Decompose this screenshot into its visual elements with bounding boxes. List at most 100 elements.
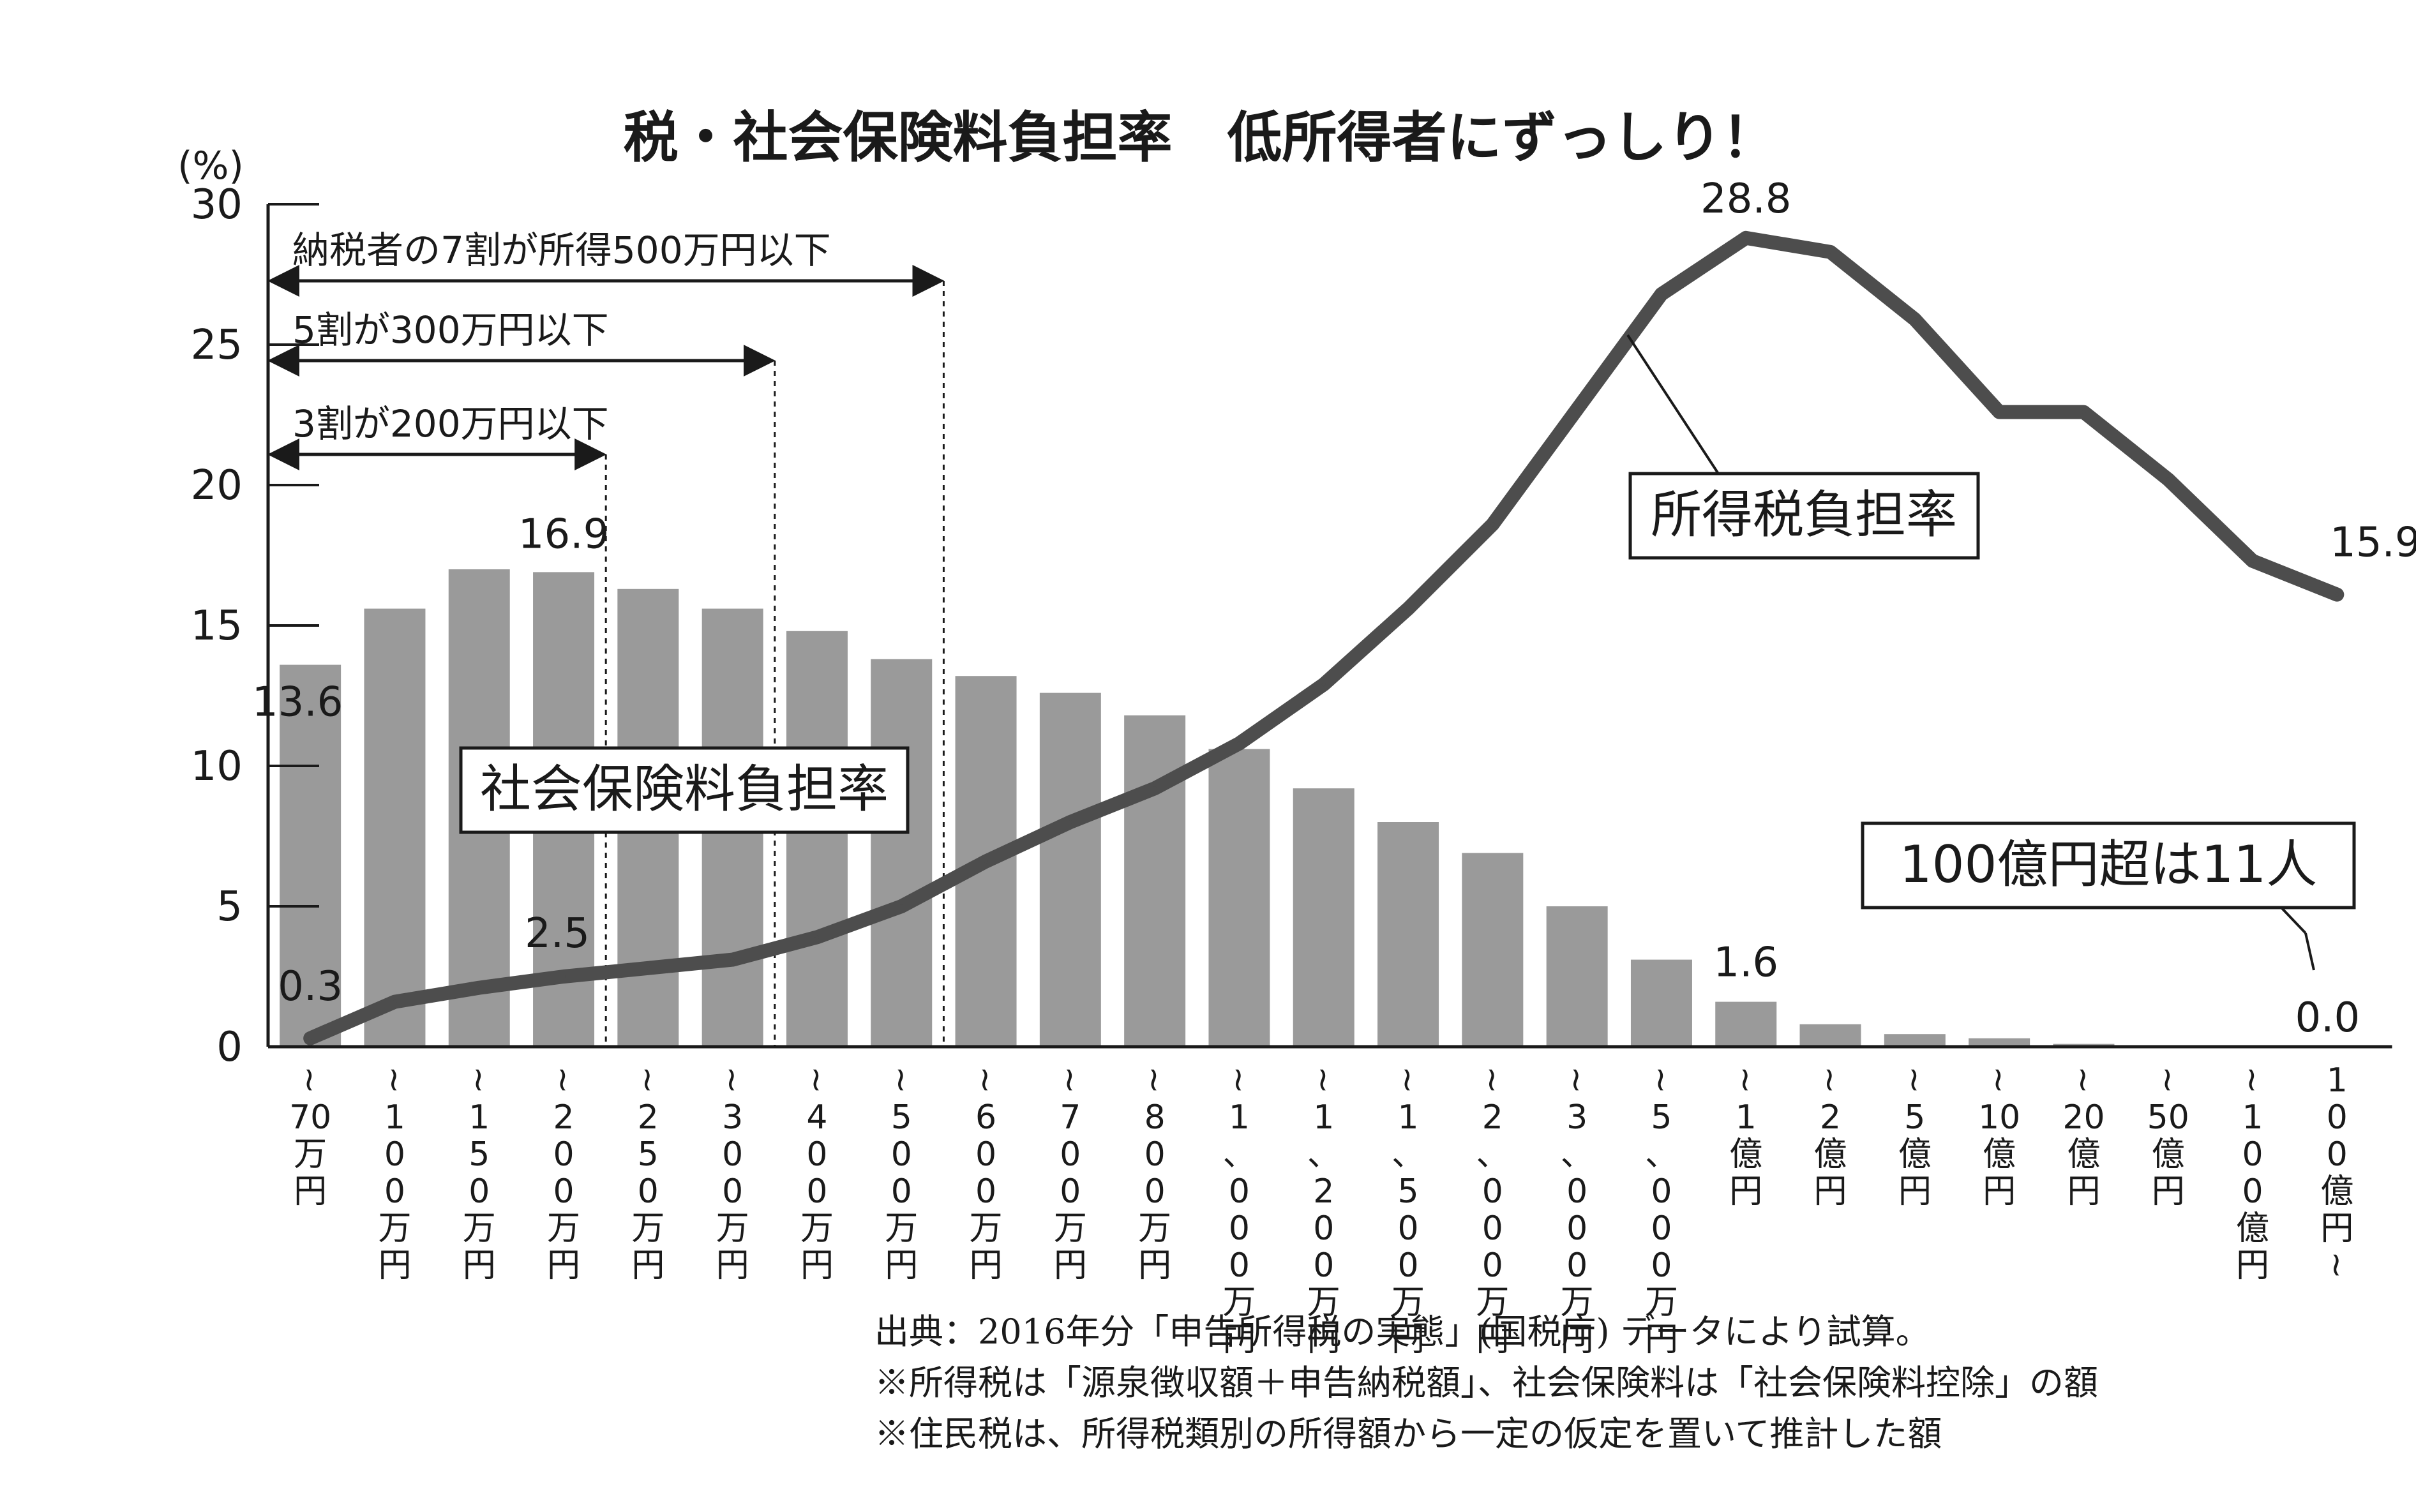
data-label: 16.9 — [518, 511, 610, 558]
data-label: 13.6 — [252, 679, 343, 726]
x-tick-char: 万 — [294, 1135, 327, 1174]
line-point — [1153, 786, 1157, 791]
bar-10 — [1124, 715, 1186, 1047]
x-tick-char: 円 — [1392, 1321, 1425, 1359]
x-tick-char: 万 — [800, 1209, 834, 1248]
line-series-income-tax — [303, 230, 2345, 1045]
x-tick-char: 万 — [463, 1209, 496, 1248]
x-tick-char: 3 — [1566, 1098, 1587, 1137]
x-tick-char: 1 — [469, 1098, 490, 1137]
x-tick-char: 50 — [2147, 1098, 2189, 1137]
callout-income-tax: 所得税負担率 — [1626, 334, 1980, 560]
x-tick-label: ~200万円 — [544, 1066, 582, 1285]
line-point — [393, 999, 397, 1004]
bar-19 — [1884, 1034, 1946, 1047]
x-tick-char: 0 — [553, 1135, 574, 1174]
x-tick-label: 100億円~ — [2317, 1061, 2355, 1279]
x-tick-char: ~ — [2233, 1066, 2271, 1094]
x-tick-char: 5 — [638, 1135, 659, 1174]
data-label: 2.5 — [525, 910, 590, 957]
x-tick-char: 3 — [722, 1098, 743, 1137]
bar-14 — [1462, 853, 1524, 1047]
x-tick-char: 2 — [1482, 1098, 1503, 1137]
bar-1 — [364, 608, 426, 1047]
x-tick-char: 1 — [2242, 1098, 2263, 1137]
x-tick-char: 0 — [1398, 1246, 1419, 1285]
x-tick-char: 0 — [1482, 1209, 1503, 1248]
x-tick-labels: ~70万円~100万円~150万円~200万円~250万円~300万円~400万… — [289, 1061, 2355, 1359]
x-tick-char: 1 — [1736, 1098, 1757, 1137]
x-tick-char: ~ — [1473, 1066, 1511, 1094]
x-tick-char: 億 — [1983, 1135, 2016, 1174]
x-tick-label: ~100億円 — [2233, 1066, 2271, 1285]
x-tick-char: 1 — [1229, 1098, 1250, 1137]
x-tick-char: 万 — [378, 1209, 411, 1248]
x-tick-char: 円 — [800, 1246, 834, 1285]
x-tick-char: 0 — [891, 1172, 912, 1211]
x-tick-char: 万 — [1561, 1284, 1594, 1322]
x-tick-char: 1 — [384, 1098, 405, 1137]
bar-9 — [1039, 692, 1101, 1047]
x-tick-char: 4 — [806, 1098, 827, 1137]
x-tick-char: 0 — [1313, 1246, 1334, 1285]
x-tick-char: 円 — [716, 1246, 749, 1285]
x-tick-char: 億 — [2236, 1209, 2269, 1248]
x-tick-char: 、 — [1476, 1135, 1509, 1174]
callout-top-bracket: 100億円超は11人 — [1861, 821, 2356, 971]
x-tick-char: 5 — [1904, 1098, 1925, 1137]
x-tick-char: 1 — [2327, 1061, 2348, 1100]
line-point — [308, 1036, 313, 1040]
line-point — [646, 966, 650, 970]
line-point — [984, 859, 988, 864]
line-point — [1237, 741, 1242, 745]
y-tick-label: 15 — [191, 603, 243, 650]
x-tick-char: 2 — [1313, 1172, 1334, 1211]
line-point — [1997, 410, 2002, 414]
bar-18 — [1799, 1024, 1861, 1047]
x-tick-char: 円 — [631, 1246, 664, 1285]
x-tick-label: ~2億円 — [1811, 1066, 1849, 1211]
x-tick-char: ~ — [2317, 1251, 2355, 1279]
bar-6 — [786, 631, 848, 1047]
x-tick-char: 円 — [1222, 1321, 1256, 1359]
x-tick-char: 0 — [975, 1172, 996, 1211]
bar-16 — [1630, 959, 1692, 1047]
x-tick-char: ~ — [290, 1066, 329, 1094]
x-tick-char: 円 — [1054, 1246, 1087, 1285]
x-tick-char: 円 — [2236, 1246, 2269, 1285]
source-notes: 出典：2016年分「申告所得税の実態」(国税庁) データにより試算。 ※所得税は… — [874, 1312, 2098, 1454]
x-tick-char: 円 — [547, 1246, 580, 1285]
y-axis-unit: (%) — [177, 144, 244, 188]
x-tick-char: 5 — [1651, 1098, 1672, 1137]
data-label: 1.6 — [1713, 939, 1778, 987]
x-tick-char: 0 — [1060, 1172, 1081, 1211]
x-tick-char: 万 — [1222, 1284, 1256, 1322]
callout-social-insurance: 社会保険料負担率 — [459, 746, 910, 834]
x-tick-char: 万 — [547, 1209, 580, 1248]
axes — [266, 203, 2392, 1049]
range-label: 納税者の7割が所得500万円以下 — [292, 228, 831, 272]
x-tick-char: 円 — [1138, 1246, 1171, 1285]
x-tick-char: 6 — [975, 1098, 996, 1137]
x-tick-char: ~ — [1051, 1066, 1089, 1094]
x-tick-char: 万 — [631, 1209, 664, 1248]
x-tick-char: 億 — [1729, 1135, 1762, 1174]
x-tick-char: 万 — [1054, 1209, 1087, 1248]
x-tick-char: 2 — [638, 1098, 659, 1137]
x-tick-char: ~ — [1388, 1066, 1427, 1094]
x-tick-char: 1 — [1313, 1098, 1334, 1137]
x-tick-char: 2 — [1820, 1098, 1841, 1137]
x-tick-char: 0 — [638, 1172, 659, 1211]
y-tick-labels: 0 5 10 15 20 25 30 — [191, 181, 243, 1071]
x-tick-char: 0 — [1651, 1209, 1672, 1248]
